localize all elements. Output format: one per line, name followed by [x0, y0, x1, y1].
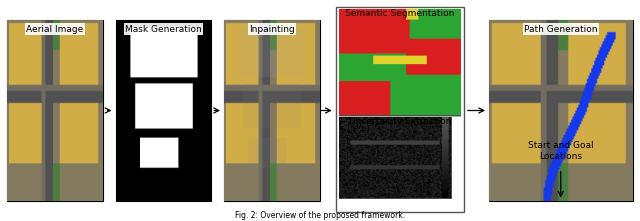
Bar — [224, 21, 320, 200]
Text: Path Generation: Path Generation — [524, 25, 598, 34]
Text: Mask Generation: Mask Generation — [125, 25, 202, 34]
Bar — [116, 21, 211, 200]
Bar — [339, 10, 461, 115]
Bar — [7, 21, 103, 200]
Text: Semantic Segmentation: Semantic Segmentation — [345, 10, 454, 19]
Bar — [339, 117, 451, 198]
Bar — [489, 21, 633, 200]
Bar — [336, 7, 464, 211]
Text: Aerial Image: Aerial Image — [26, 25, 84, 34]
Text: Start and Goal
Locations: Start and Goal Locations — [528, 141, 594, 161]
Text: Fig. 2: Overview of the proposed framework.: Fig. 2: Overview of the proposed framewo… — [235, 211, 405, 220]
Bar — [515, 132, 607, 170]
Text: Inpainting: Inpainting — [249, 25, 295, 34]
Text: Uncertainty Extraction: Uncertainty Extraction — [349, 117, 451, 126]
